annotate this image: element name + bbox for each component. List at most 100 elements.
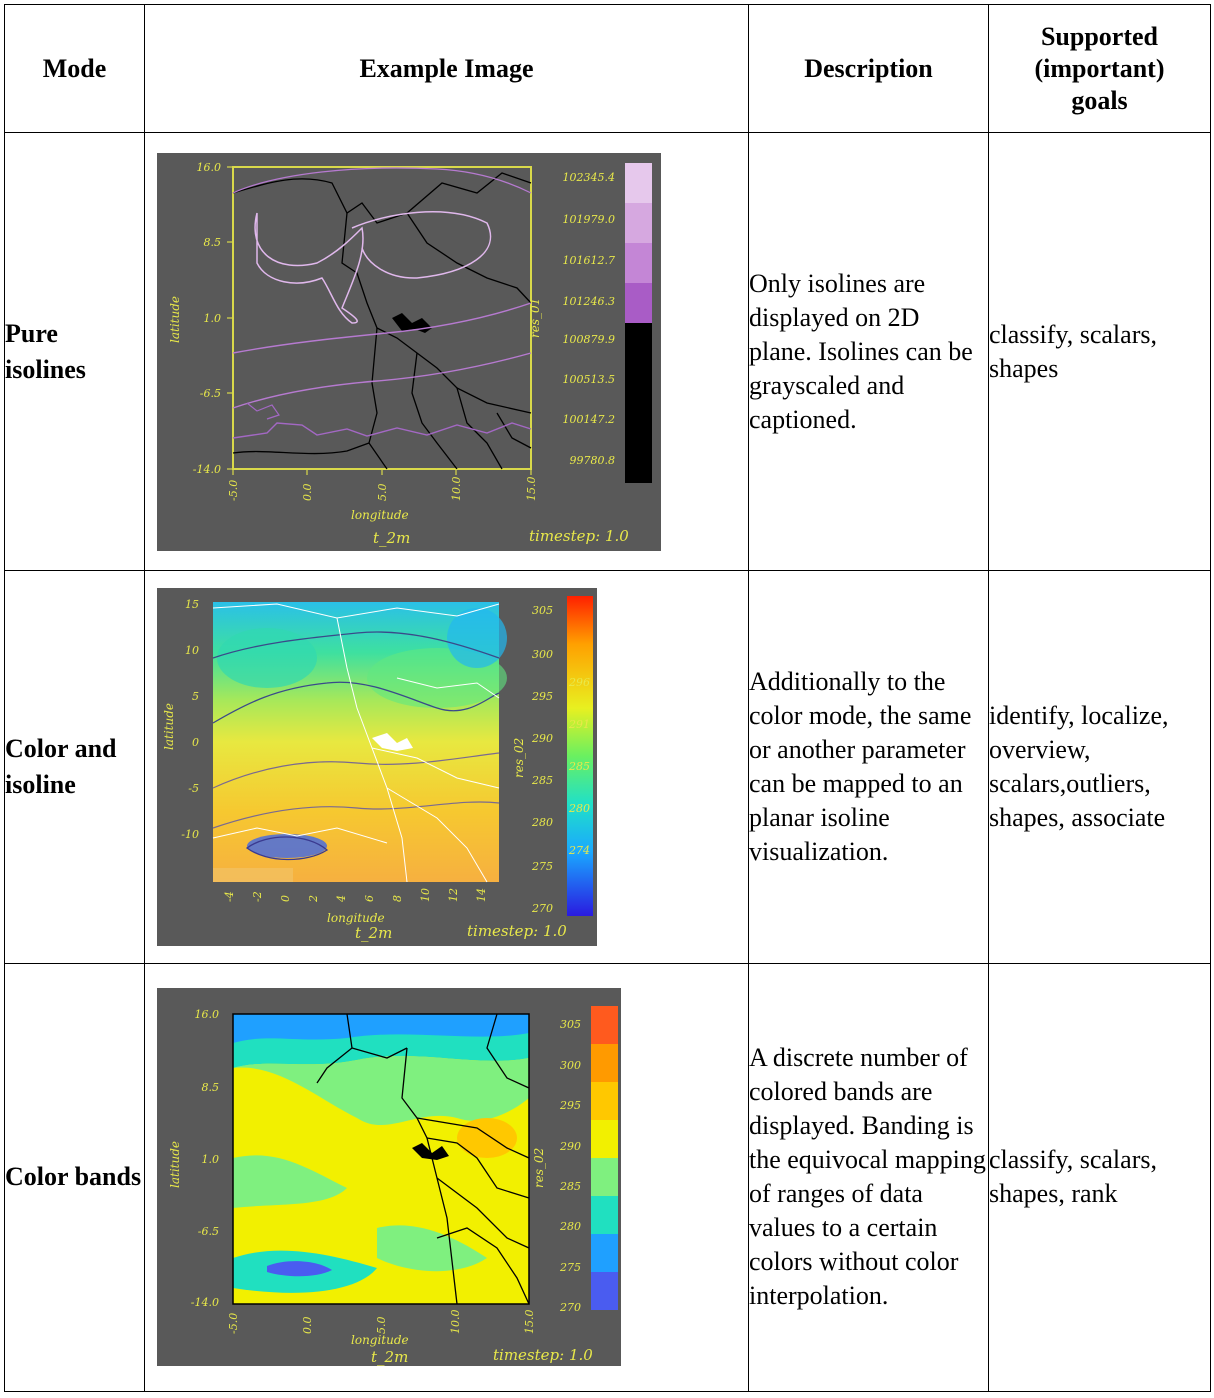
legend-value: 100513.5 — [563, 373, 616, 386]
table-row: Color bands — [4, 962, 1211, 1393]
y-tick-label: 0 — [192, 736, 199, 749]
x-tick-label: 15.0 — [525, 476, 538, 501]
legend-value: 101612.7 — [563, 254, 616, 267]
x-axis-label: longitude — [351, 508, 409, 522]
legend-value: 101979.0 — [563, 213, 616, 226]
x-tick-label: 4 — [335, 895, 348, 903]
legend-value: 100879.9 — [563, 333, 616, 346]
image-caption: t_2m — [355, 924, 392, 942]
isoline-label: 296 — [568, 676, 590, 689]
legend-label: res_02 — [512, 738, 526, 778]
x-tick-label: 8 — [391, 895, 404, 902]
legend-value: 102345.4 — [563, 171, 616, 184]
example-image-cell: 15 10 5 0 -5 -10 latitude -4 -2 0 2 4 6 … — [144, 570, 749, 964]
example-image-cell: 16.0 8.5 1.0 -6.5 -14.0 latitude -5.0 0.… — [144, 132, 749, 572]
legend-value: 275 — [559, 1261, 581, 1274]
y-tick-label: 1.0 — [202, 1153, 220, 1166]
y-axis-label: latitude — [168, 1141, 182, 1188]
description-cell: Only isolines are displayed on 2D plane.… — [748, 132, 989, 572]
color-isoline-plot — [212, 602, 507, 883]
visualization-modes-table: Mode Example Image Description Supported… — [4, 3, 1211, 1393]
colorbar — [591, 1006, 618, 1311]
legend-value: 305 — [560, 1018, 581, 1031]
y-tick-label: -10 — [181, 828, 199, 841]
legend-value: 300 — [560, 1059, 581, 1072]
isoline-label: 280 — [568, 802, 590, 815]
legend-label: res_01 — [528, 297, 542, 337]
timestep-label: timestep: 1.0 — [493, 1346, 593, 1364]
header-goals: Supported (important) goals — [988, 3, 1211, 134]
legend-value: 285 — [559, 1180, 581, 1193]
legend-value: 99780.8 — [570, 454, 616, 467]
legend-value: 270 — [531, 902, 553, 915]
x-tick-label: 12 — [447, 888, 460, 902]
colorbar — [567, 596, 593, 917]
x-tick-label: 10.0 — [449, 1310, 462, 1335]
y-axis-label: latitude — [162, 703, 176, 750]
y-tick-label: -14.0 — [191, 1296, 219, 1309]
goals-cell: identify, localize, overview, scalars,ou… — [988, 570, 1211, 964]
y-tick-label: -6.5 — [198, 1225, 219, 1238]
goals-cell: classify, scalars, shapes — [988, 132, 1211, 572]
mode-cell: Color and isoline — [4, 570, 145, 964]
y-tick-label: 8.5 — [202, 1081, 220, 1094]
isoline-label: 274 — [568, 844, 590, 857]
legend-value: 285 — [531, 774, 553, 787]
x-tick-label: -4 — [223, 891, 236, 902]
timestep-label: timestep: 1.0 — [529, 527, 629, 545]
x-tick-label: 2 — [307, 895, 320, 903]
legend-value: 100147.2 — [563, 413, 616, 426]
legend-value: 290 — [559, 1140, 581, 1153]
mode-cell: Color bands — [4, 962, 145, 1393]
legend-value: 280 — [559, 1220, 581, 1233]
y-tick-label: 1.0 — [204, 312, 222, 325]
x-tick-label: 15.0 — [523, 1310, 536, 1335]
x-tick-label: 10.0 — [450, 476, 463, 501]
legend-value: 300 — [532, 648, 553, 661]
x-tick-label: 0 — [279, 895, 292, 902]
x-tick-label: 14 — [475, 888, 488, 902]
isoline-label: 291 — [568, 718, 590, 731]
legend-value: 295 — [531, 690, 553, 703]
y-tick-label: 8.5 — [204, 236, 222, 249]
x-axis-label: longitude — [327, 911, 385, 925]
header-mode: Mode — [4, 3, 145, 134]
x-axis-label: longitude — [351, 1333, 409, 1347]
example-image-cell: 16.0 8.5 1.0 -6.5 -14.0 latitude -5.0 0.… — [144, 962, 749, 1393]
image-caption: t_2m — [371, 1348, 408, 1366]
x-tick-label: -5.0 — [227, 1313, 240, 1334]
y-tick-label: -6.5 — [200, 387, 221, 400]
description-cell: A discrete number of colored bands are d… — [748, 962, 989, 1393]
color-and-isoline-image: 15 10 5 0 -5 -10 latitude -4 -2 0 2 4 6 … — [157, 588, 597, 947]
legend-value: 270 — [559, 1301, 581, 1314]
legend-value: 101246.3 — [563, 295, 616, 308]
table-row: Pure isolines — [4, 132, 1211, 572]
description-cell: Additionally to the color mode, the same… — [748, 570, 989, 964]
legend-value: 275 — [531, 860, 553, 873]
image-caption: t_2m — [373, 529, 410, 547]
legend-value: 305 — [532, 604, 553, 617]
x-tick-label: -5.0 — [227, 480, 240, 501]
header-row: Mode Example Image Description Supported… — [4, 3, 1211, 134]
header-example-image: Example Image — [144, 3, 749, 134]
y-tick-label: 16.0 — [195, 1008, 220, 1021]
x-tick-label: 0.0 — [301, 483, 314, 501]
timestep-label: timestep: 1.0 — [467, 922, 567, 940]
x-tick-label: 0.0 — [301, 1317, 314, 1335]
mode-cell: Pure isolines — [4, 132, 145, 572]
legend-label: res_02 — [532, 1148, 546, 1188]
legend-value: 295 — [559, 1099, 581, 1112]
legend-value: 290 — [531, 732, 553, 745]
y-tick-label: 16.0 — [197, 161, 222, 174]
x-tick-label: 10 — [419, 888, 432, 902]
table-row: Color and isoline — [4, 570, 1211, 964]
legend-value: 280 — [531, 816, 553, 829]
isoline-plot — [227, 165, 532, 475]
y-tick-label: 5 — [192, 690, 199, 703]
y-axis-label: latitude — [168, 296, 182, 343]
y-tick-label: -5 — [188, 782, 199, 795]
x-tick-label: 5.0 — [376, 483, 389, 501]
y-tick-label: 15 — [185, 598, 199, 611]
color-bands-image: 16.0 8.5 1.0 -6.5 -14.0 latitude -5.0 0.… — [157, 988, 621, 1367]
header-description: Description — [748, 3, 989, 134]
